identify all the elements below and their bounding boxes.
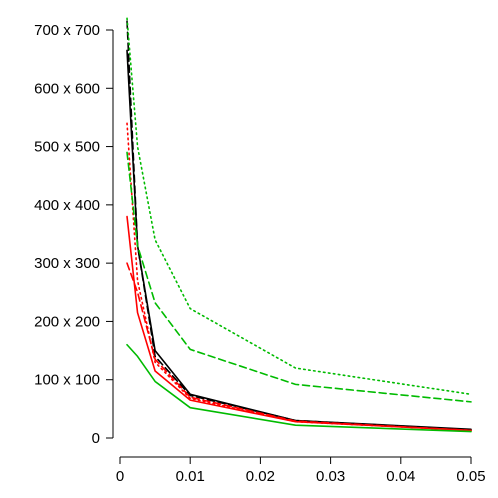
x-tick-label: 0.05 — [456, 468, 485, 485]
y-tick-label: 400 x 400 — [34, 197, 100, 214]
series-line-black-dashed — [126, 20, 472, 431]
y-tick-label: 200 x 200 — [34, 313, 100, 330]
y-tick-label: 0 — [92, 430, 100, 447]
y-tick-label: 600 x 600 — [34, 80, 100, 97]
x-axis: 0 0.01 0.02 0.03 0.04 0.05 — [116, 456, 486, 485]
series-layer — [126, 17, 472, 433]
series-line-red-dotted — [126, 122, 472, 432]
series-line-black-solid — [126, 49, 472, 431]
series-line-red-dashed — [126, 262, 472, 432]
y-tick-label: 700 x 700 — [34, 22, 100, 39]
series-line-green-dotted — [126, 17, 472, 396]
x-tick-label: 0.02 — [246, 468, 275, 485]
x-tick-label: 0.04 — [386, 468, 415, 485]
y-tick-label: 100 x 100 — [34, 372, 100, 389]
x-tick-label: 0.03 — [316, 468, 345, 485]
y-tick-label: 500 x 500 — [34, 139, 100, 156]
series-line-green-dashed — [126, 151, 472, 403]
x-tick-label: 0 — [116, 468, 124, 485]
y-axis: 0 100 x 100 200 x 200 300 x 300 400 x 400 500… — [34, 22, 114, 447]
series-line-green-solid — [126, 343, 472, 433]
y-tick-label: 300 x 300 — [34, 255, 100, 272]
x-tick-label: 0.01 — [176, 468, 205, 485]
